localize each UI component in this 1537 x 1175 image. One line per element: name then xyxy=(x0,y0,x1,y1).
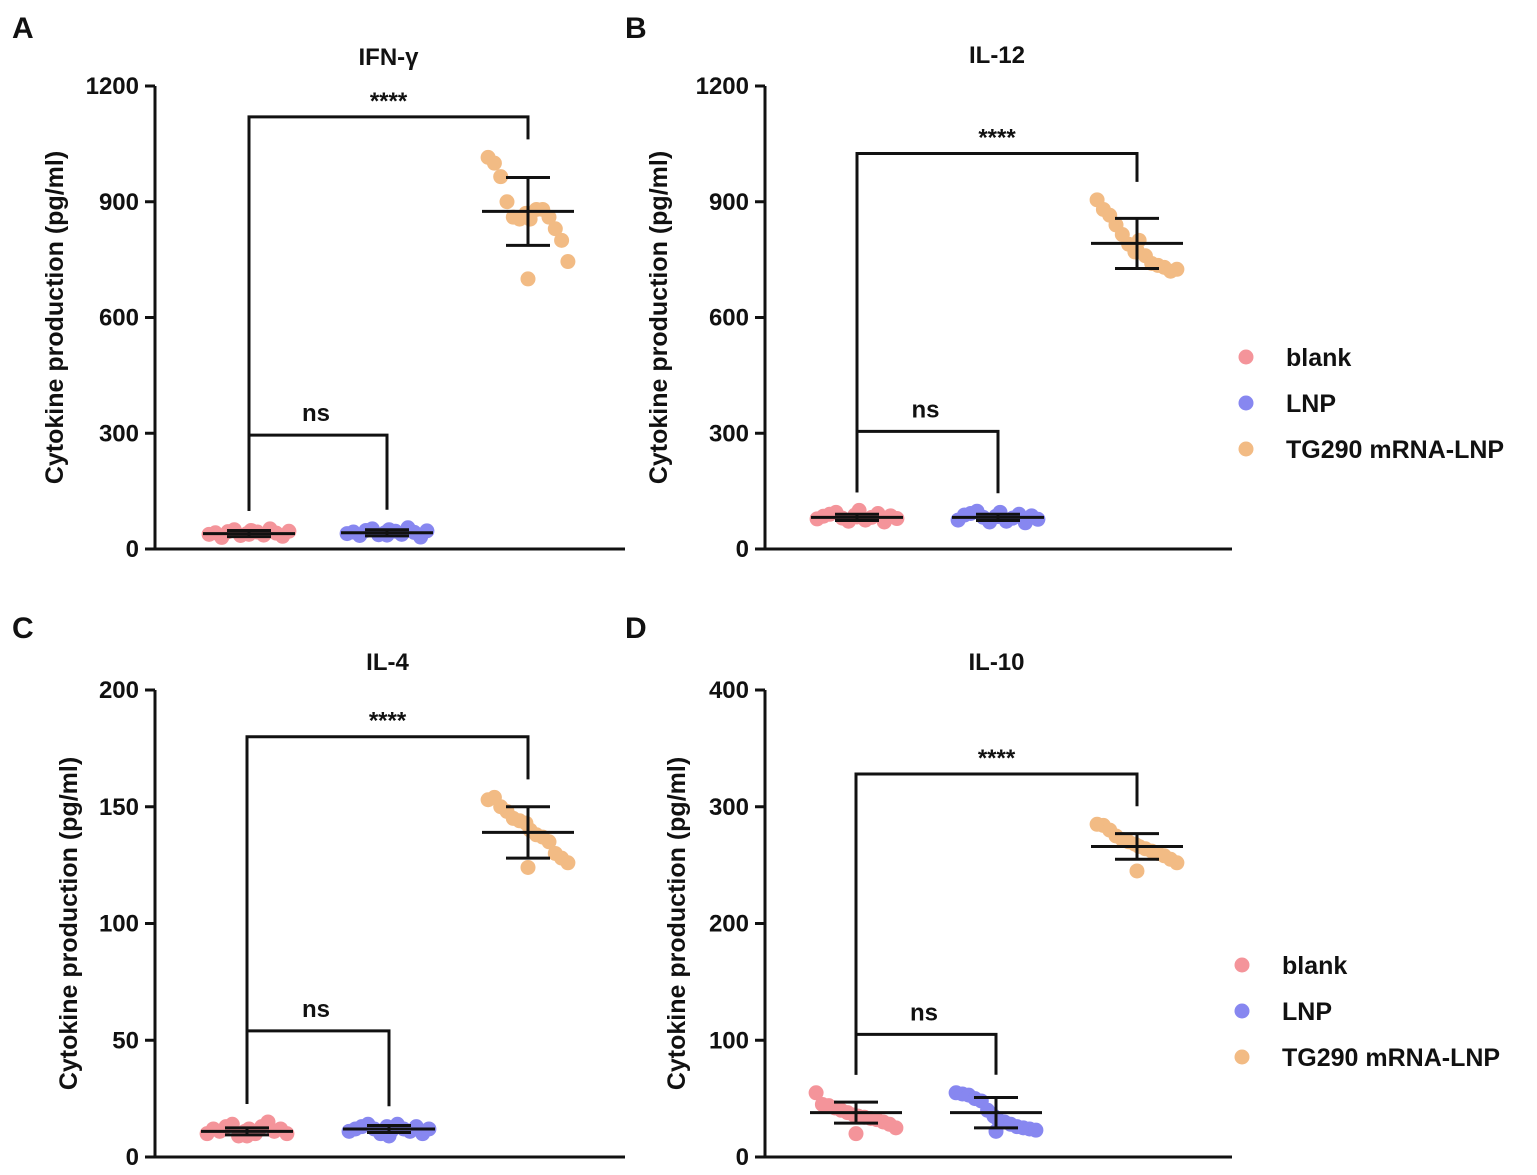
chart-title: IFN-γ xyxy=(359,44,420,71)
y-tick-label: 1200 xyxy=(696,73,749,100)
significance-label: **** xyxy=(369,708,407,735)
y-tick-label: 600 xyxy=(709,305,749,332)
y-tick-label: 0 xyxy=(736,1144,749,1171)
significance-bracket xyxy=(245,1029,391,1107)
significance-label: ns xyxy=(302,400,330,427)
data-point xyxy=(520,859,536,875)
legend-marker xyxy=(1234,957,1250,973)
panel-a: A IFN-γ 0 300 600 900 1200 Cytokine production … xyxy=(12,12,625,563)
data-point xyxy=(1129,863,1145,879)
legend-marker xyxy=(1234,1049,1250,1065)
legend-label: LNP xyxy=(1286,390,1336,418)
y-tick-label: 0 xyxy=(126,536,139,563)
legend-1: blank LNP TG290 mRNA-LNP xyxy=(1238,344,1504,464)
data-point xyxy=(499,194,515,210)
y-tick-label: 0 xyxy=(126,1144,139,1171)
y-tick-label: 200 xyxy=(709,911,749,938)
data-point xyxy=(560,855,576,871)
significance-bracket xyxy=(854,1032,998,1075)
legend-marker xyxy=(1238,395,1254,411)
data-point xyxy=(808,1085,824,1101)
significance-label: **** xyxy=(978,745,1016,772)
significance-label: ns xyxy=(302,996,330,1023)
y-axis-title: Cytokine production (pg/ml) xyxy=(645,151,673,484)
data-point xyxy=(541,209,557,225)
significance-bracket xyxy=(247,115,530,511)
y-axis-title: Cytokine production (pg/ml) xyxy=(55,757,83,1090)
data-point xyxy=(493,169,509,185)
panel-label: C xyxy=(12,612,34,645)
legend-marker xyxy=(1238,349,1254,365)
data-point xyxy=(1028,1122,1044,1138)
y-tick-label: 150 xyxy=(99,794,139,821)
data-point xyxy=(848,1126,864,1142)
y-tick-label: 100 xyxy=(99,911,139,938)
legend-label: TG290 mRNA-LNP xyxy=(1282,1044,1500,1072)
significance-bracket xyxy=(854,772,1139,1075)
y-tick-label: 300 xyxy=(99,420,139,447)
data-point xyxy=(419,523,435,539)
data-point xyxy=(281,523,297,539)
significance-bracket xyxy=(855,152,1139,493)
legend-label: blank xyxy=(1282,952,1347,980)
panel-label: D xyxy=(625,612,647,645)
data-point xyxy=(541,834,557,850)
chart-title: IL-4 xyxy=(366,649,409,676)
panel-label: A xyxy=(12,12,34,45)
data-point xyxy=(1169,261,1185,277)
legend-label: blank xyxy=(1286,344,1351,372)
y-tick-label: 1200 xyxy=(86,73,139,100)
y-axis-title: Cytokine production (pg/ml) xyxy=(41,151,69,484)
y-tick-label: 0 xyxy=(736,536,749,563)
legend-marker xyxy=(1238,441,1254,457)
panel-c: C IL-4 0 50 100 150 200 Cytokine production (pg… xyxy=(12,612,625,1171)
data-point xyxy=(560,254,576,270)
data-point xyxy=(486,155,502,171)
data-point xyxy=(520,271,536,287)
panel-d: D IL-10 0 100 200 300 400 Cytokine production (… xyxy=(625,612,1232,1171)
y-tick-label: 900 xyxy=(99,189,139,216)
data-point xyxy=(547,221,563,237)
significance-bracket xyxy=(247,433,389,511)
y-axis-title: Cytokine production (pg/ml) xyxy=(663,757,691,1090)
y-tick-label: 50 xyxy=(112,1027,139,1054)
significance-label: **** xyxy=(978,125,1016,152)
data-point xyxy=(1169,855,1185,871)
legend-label: LNP xyxy=(1282,998,1332,1026)
significance-bracket xyxy=(245,735,530,1104)
significance-bracket xyxy=(855,429,1000,494)
chart-title: IL-10 xyxy=(968,649,1024,676)
y-tick-label: 200 xyxy=(99,677,139,704)
y-tick-label: 300 xyxy=(709,794,749,821)
significance-label: **** xyxy=(370,88,408,115)
data-point xyxy=(1030,511,1046,527)
y-tick-label: 600 xyxy=(99,305,139,332)
panel-label: B xyxy=(625,12,647,45)
y-tick-label: 300 xyxy=(709,420,749,447)
legend-marker xyxy=(1234,1003,1250,1019)
significance-label: ns xyxy=(910,999,938,1026)
data-point xyxy=(888,1120,904,1136)
panel-b: B IL-12 0 300 600 900 1200 Cytokine production … xyxy=(625,12,1232,563)
data-point xyxy=(554,232,570,248)
data-point xyxy=(279,1126,295,1142)
y-tick-label: 400 xyxy=(709,677,749,704)
y-tick-label: 900 xyxy=(709,189,749,216)
legend-label: TG290 mRNA-LNP xyxy=(1286,436,1504,464)
significance-label: ns xyxy=(911,396,939,423)
y-tick-label: 100 xyxy=(709,1027,749,1054)
legend-2: blank LNP TG290 mRNA-LNP xyxy=(1234,952,1500,1072)
chart-title: IL-12 xyxy=(969,42,1025,69)
